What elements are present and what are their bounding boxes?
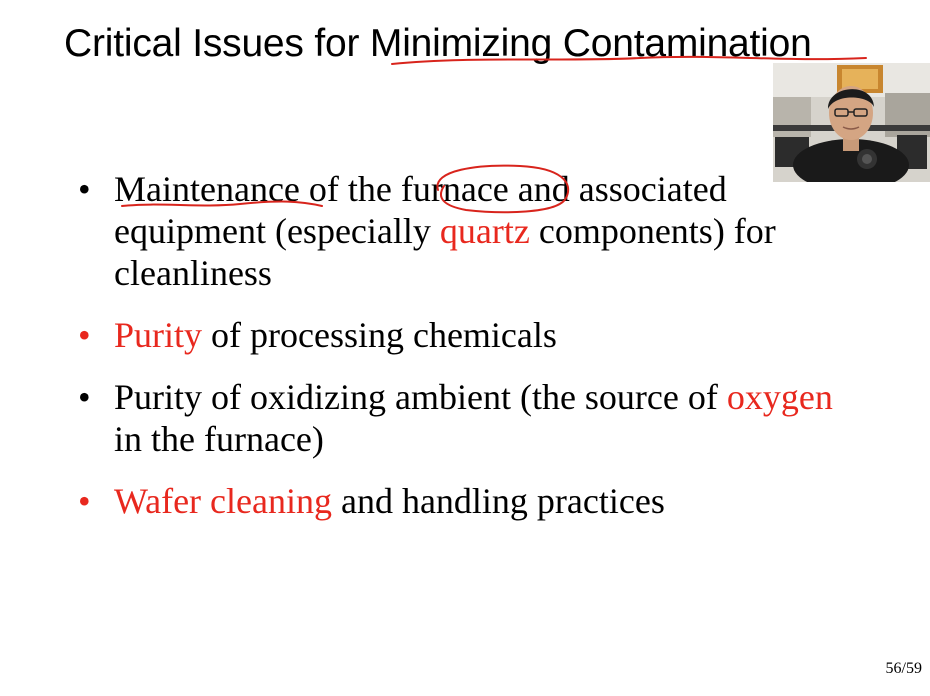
bullet-list: • Maintenance of the furnace and associa… [78, 168, 838, 542]
bullet-item-wafer-cleaning: • Wafer cleaning and handling practices [78, 480, 838, 522]
bullet-dot: • [78, 169, 91, 209]
bullet-highlight: Purity [114, 315, 203, 355]
bullet-item-purity-ambient: • Purity of oxidizing ambient (the sourc… [78, 376, 838, 460]
bullet-text: Wafer cleaning and handling practices [114, 481, 665, 521]
bullet-highlight: oxygen [726, 377, 833, 417]
presenter-webcam [773, 63, 930, 182]
bullet-segment: and associated equipment (especially [114, 169, 727, 251]
bullet-item-purity-chemicals: • Purity of processing chemicals [78, 314, 838, 356]
bullet-text: Purity of oxidizing ambient (the source … [114, 377, 833, 459]
bullet-dot: • [78, 377, 91, 417]
page-number: 56/59 [885, 660, 922, 677]
bullet-segment: of the [299, 169, 401, 209]
bullet-text: Maintenance of the furnace and associate… [114, 169, 776, 293]
bullet-text: Purity of processing chemicals [114, 315, 557, 355]
bullet-dot: • [78, 481, 91, 521]
bullet-segment: of processing chemicals [202, 315, 557, 355]
slide-title: Critical Issues for Minimizing Contamina… [64, 22, 812, 65]
bullet-dot: • [78, 315, 91, 355]
bullet-segment: Purity of oxidizing ambient (the source … [114, 377, 727, 417]
bullet-segment: and handling practices [331, 481, 665, 521]
presenter-webcam-icon [773, 63, 930, 182]
bullet-segment: furnace [400, 169, 509, 209]
bullet-segment: Maintenance [114, 169, 300, 209]
bullet-segment: in the furnace) [114, 419, 324, 459]
bullet-item-maintenance: • Maintenance of the furnace and associa… [78, 168, 838, 294]
bullet-highlight: Wafer cleaning [114, 481, 332, 521]
bullet-segment: components) for cleanliness [114, 211, 776, 293]
bullet-highlight: quartz [439, 211, 530, 251]
